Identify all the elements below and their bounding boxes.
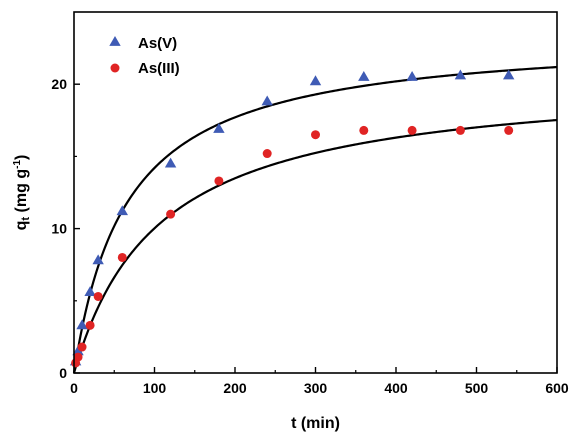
legend: As(V) As(III): [109, 35, 180, 77]
data-points: [69, 69, 515, 368]
data-point-as-iii: [73, 352, 83, 362]
data-point-as-iii: [85, 320, 95, 330]
ticks-layer: 0 100 200 300 400 500 600 0 10 20: [51, 76, 568, 396]
data-point-as-iii: [359, 125, 369, 135]
y-axis-label: qt (mg g-1): [12, 155, 32, 231]
y-tick-label: 10: [51, 221, 67, 237]
data-point-as-v: [92, 254, 104, 265]
data-point-as-iii: [166, 209, 176, 219]
data-point-as-v: [116, 205, 128, 216]
legend-label: As(III): [138, 60, 180, 77]
x-tick-label: 300: [304, 380, 328, 396]
data-point-as-iii: [407, 125, 417, 135]
y-tick-label: 0: [59, 365, 67, 381]
legend-marker-as-v: [109, 36, 121, 46]
data-point-as-v: [72, 345, 84, 356]
data-point-as-v: [454, 69, 467, 80]
data-point-as-iii: [311, 130, 320, 140]
x-tick-label: 600: [545, 380, 569, 396]
data-point-as-iii: [93, 291, 103, 301]
data-point-as-iii: [455, 125, 465, 135]
fit-curve: [72, 118, 558, 374]
data-point-as-iii: [262, 149, 272, 159]
data-point-as-iii: [214, 176, 224, 186]
data-point-as-v: [213, 122, 225, 133]
fit-curves: [72, 65, 558, 374]
data-point-as-v: [309, 75, 322, 86]
legend-label: As(V): [138, 35, 177, 52]
x-tick-label: 100: [143, 380, 167, 396]
data-point-as-v: [503, 69, 515, 80]
data-point-as-v: [358, 70, 370, 81]
x-tick-label: 200: [223, 380, 247, 396]
x-axis-label: t (min): [291, 415, 340, 432]
data-point-as-v: [84, 286, 96, 297]
data-point-as-iii: [77, 342, 87, 352]
data-point-as-v: [406, 70, 418, 81]
fit-curve: [72, 65, 558, 374]
x-tick-label: 0: [70, 380, 78, 396]
data-point-as-v: [76, 319, 88, 330]
x-tick-label: 500: [465, 380, 489, 396]
data-point-as-iii: [117, 252, 127, 262]
data-point-as-v: [164, 157, 177, 168]
x-tick-label: 400: [384, 380, 408, 396]
data-point-as-v: [261, 95, 273, 106]
legend-marker-as-iii: [110, 63, 120, 73]
data-point-as-iii: [504, 125, 514, 135]
y-tick-label: 20: [51, 76, 67, 92]
plot-frame: [73, 11, 558, 374]
